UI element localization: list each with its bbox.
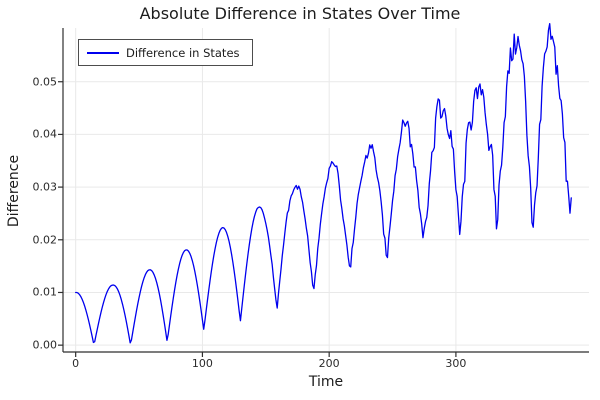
y-tick-label: 0.03 (32, 180, 58, 194)
x-tick-label: 100 (191, 357, 213, 370)
x-axis-label: Time (308, 374, 344, 390)
difference-line-series (75, 22, 572, 344)
chart-title: Absolute Difference in States Over Time (139, 4, 461, 23)
x-tick-label: 300 (445, 357, 467, 370)
y-tick-label: 0.05 (32, 75, 58, 89)
legend-box: Difference in States (78, 39, 253, 66)
x-tick-label: 0 (72, 357, 80, 370)
x-tick-label: 200 (318, 357, 340, 370)
y-tick-label: 0.04 (32, 127, 58, 141)
y-tick-label: 0.00 (32, 338, 58, 352)
y-tick-label: 0.01 (32, 285, 58, 299)
y-tick-label: 0.02 (32, 233, 58, 247)
legend-label: Difference in States (126, 45, 240, 60)
legend-line-sample-icon (87, 51, 119, 54)
